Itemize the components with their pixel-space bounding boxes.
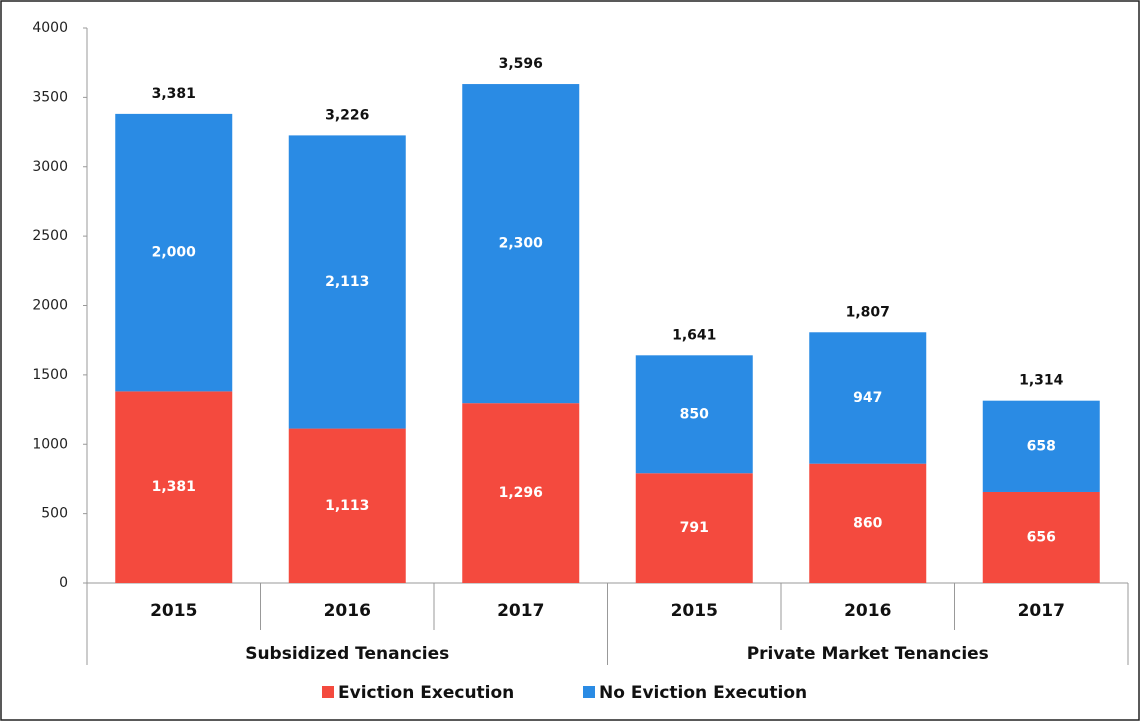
bar-segment bbox=[982, 491, 1100, 583]
segment-label: 1,296 bbox=[499, 485, 543, 501]
y-tick-label: 2000 bbox=[32, 298, 68, 314]
y-tick-label: 1500 bbox=[32, 367, 68, 383]
y-tick-label: 1000 bbox=[32, 436, 68, 452]
bar-segment bbox=[288, 428, 406, 583]
y-tick-label: 3000 bbox=[32, 159, 68, 175]
bar-segment bbox=[635, 355, 753, 474]
x-tick-label: 2016 bbox=[844, 601, 891, 621]
total-label: 3,226 bbox=[325, 107, 369, 123]
segment-label: 947 bbox=[853, 390, 882, 406]
segment-label: 656 bbox=[1027, 529, 1056, 545]
legend-label: No Eviction Execution bbox=[599, 683, 807, 703]
x-tick-label: 2017 bbox=[497, 601, 544, 621]
total-label: 3,596 bbox=[499, 56, 543, 72]
segment-label: 850 bbox=[680, 406, 709, 422]
group-label: Private Market Tenancies bbox=[747, 644, 989, 664]
segment-label: 1,113 bbox=[325, 498, 369, 514]
bar-segment bbox=[809, 332, 927, 464]
y-tick-label: 500 bbox=[41, 506, 68, 522]
x-tick-label: 2015 bbox=[671, 601, 718, 621]
legend-label: Eviction Execution bbox=[338, 683, 514, 703]
segment-label: 2,300 bbox=[499, 236, 544, 252]
legend-swatch bbox=[583, 686, 595, 698]
bar-segment bbox=[462, 84, 580, 404]
total-label: 1,807 bbox=[846, 304, 890, 320]
segment-label: 2,000 bbox=[152, 245, 197, 261]
bar-segment bbox=[809, 463, 927, 583]
bar-segment bbox=[635, 473, 753, 583]
segment-label: 791 bbox=[680, 520, 709, 536]
y-tick-label: 2500 bbox=[32, 228, 68, 244]
x-tick-label: 2015 bbox=[150, 601, 197, 621]
segment-label: 1,381 bbox=[152, 479, 196, 495]
group-label: Subsidized Tenancies bbox=[245, 644, 449, 664]
total-label: 3,381 bbox=[152, 86, 196, 102]
segment-label: 2,113 bbox=[325, 274, 369, 290]
y-tick-label: 4000 bbox=[32, 20, 68, 36]
total-label: 1,314 bbox=[1019, 373, 1064, 389]
segment-label: 658 bbox=[1027, 438, 1056, 454]
y-tick-label: 3500 bbox=[32, 89, 68, 105]
bar-segment bbox=[115, 113, 233, 392]
x-tick-label: 2017 bbox=[1018, 601, 1065, 621]
bar-segment bbox=[288, 135, 406, 429]
segment-label: 860 bbox=[853, 515, 882, 531]
bar-segment bbox=[462, 403, 580, 583]
legend-swatch bbox=[322, 686, 334, 698]
total-label: 1,641 bbox=[672, 327, 716, 343]
y-tick-label: 0 bbox=[59, 575, 68, 591]
bar-segment bbox=[115, 391, 233, 583]
bar-segment bbox=[982, 400, 1100, 492]
x-tick-label: 2016 bbox=[324, 601, 371, 621]
